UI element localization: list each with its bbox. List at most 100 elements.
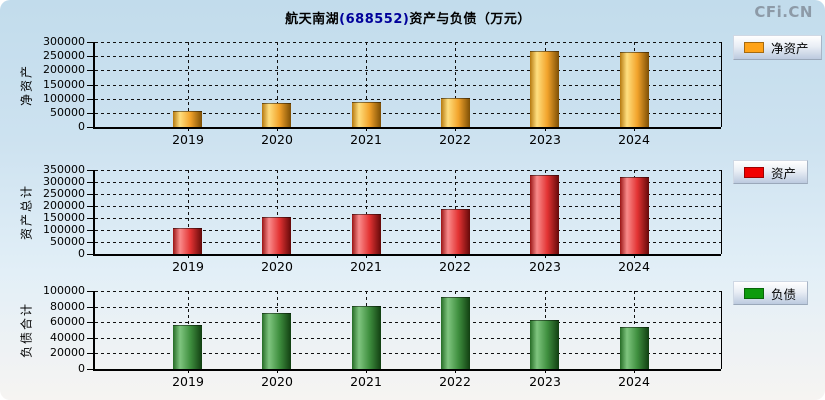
x-tick-label-2023: 2023: [529, 374, 561, 389]
h-gridline: [95, 291, 721, 292]
x-tick-label-2021: 2021: [350, 132, 382, 147]
y-tick-label: 200000: [43, 63, 85, 76]
y-tick-label: 100000: [43, 284, 85, 297]
x-tick-label-2021: 2021: [350, 374, 382, 389]
y-tick-label: 60000: [50, 315, 85, 328]
x-tick-mark: [634, 369, 635, 373]
bar-total-assets-2023: [530, 175, 559, 254]
y-tick-mark: [87, 70, 95, 71]
bar-total-assets-2020: [262, 217, 291, 254]
h-gridline: [95, 56, 721, 57]
y-tick-label: 150000: [43, 78, 85, 91]
bar-total-assets-2019: [173, 228, 202, 254]
y-tick-mark: [87, 170, 95, 171]
legend-net-assets: 净资产: [733, 35, 822, 60]
y-tick-label: 200000: [43, 199, 85, 212]
legend-swatch-total-assets: [744, 166, 764, 178]
x-tick-mark: [455, 254, 456, 258]
legend-swatch-net-assets: [744, 42, 764, 53]
legend-total-assets: 资产: [733, 160, 808, 184]
y-tick-mark: [87, 206, 95, 207]
y-tick-mark: [87, 254, 95, 255]
plot-total-liabilities: [95, 291, 721, 369]
v-gridline: [188, 170, 189, 254]
bar-total-assets-2024: [620, 177, 649, 254]
y-axis: [93, 170, 95, 256]
h-gridline: [95, 242, 721, 243]
bar-net-assets-2023: [530, 51, 559, 127]
x-tick-mark: [277, 127, 278, 131]
x-tick-mark: [188, 369, 189, 373]
x-tick-label-2023: 2023: [529, 132, 561, 147]
h-gridline: [95, 353, 721, 354]
y-axis: [93, 42, 95, 129]
y-tick-label: 0: [78, 120, 85, 133]
x-tick-label-2022: 2022: [439, 374, 471, 389]
y-tick-label: 350000: [43, 163, 85, 176]
y-tick-mark: [87, 42, 95, 43]
x-tick-label-2021: 2021: [350, 259, 382, 274]
y-tick-mark: [87, 99, 95, 100]
y-tick-label: 300000: [43, 175, 85, 188]
bar-net-assets-2022: [441, 98, 470, 127]
plot-right-border: [721, 42, 722, 127]
x-tick-label-2019: 2019: [172, 374, 204, 389]
y-tick-mark: [87, 307, 95, 308]
bar-total-liabilities-2023: [530, 320, 559, 369]
y-tick-label: 100000: [43, 223, 85, 236]
h-gridline: [95, 338, 721, 339]
cfi-logo: CFi.CN: [754, 3, 813, 21]
y-tick-label: 20000: [50, 346, 85, 359]
x-tick-mark: [545, 369, 546, 373]
bar-total-assets-2021: [352, 214, 381, 254]
x-axis: [93, 127, 721, 129]
chart-title-company: 航天南湖: [285, 12, 340, 27]
v-gridline: [188, 42, 189, 127]
y-tick-mark: [87, 113, 95, 114]
plot-right-border: [721, 170, 722, 254]
x-tick-mark: [277, 254, 278, 258]
plot-right-border: [721, 291, 722, 369]
v-gridline: [277, 42, 278, 127]
h-gridline: [95, 218, 721, 219]
y-tick-mark: [87, 194, 95, 195]
y-tick-mark: [87, 369, 95, 370]
y-tick-mark: [87, 56, 95, 57]
y-tick-mark: [87, 218, 95, 219]
x-tick-mark: [277, 369, 278, 373]
y-tick-label: 0: [78, 362, 85, 375]
bar-net-assets-2021: [352, 102, 381, 127]
v-gridline: [277, 170, 278, 254]
y-tick-label: 250000: [43, 187, 85, 200]
x-tick-mark: [366, 254, 367, 258]
y-tick-mark: [87, 322, 95, 323]
bar-total-liabilities-2022: [441, 297, 470, 369]
chart-title-suffix: 资产与负债（万元）: [409, 12, 531, 27]
v-gridline: [455, 42, 456, 127]
bar-total-liabilities-2024: [620, 327, 649, 369]
y-tick-label: 50000: [50, 106, 85, 119]
chart-title: 航天南湖(688552)资产与负债（万元）: [95, 8, 721, 27]
y-tick-mark: [87, 353, 95, 354]
x-tick-label-2019: 2019: [172, 132, 204, 147]
h-gridline: [95, 70, 721, 71]
h-gridline: [95, 170, 721, 171]
v-gridline: [366, 42, 367, 127]
bar-net-assets-2024: [620, 52, 649, 127]
x-tick-label-2024: 2024: [618, 374, 650, 389]
x-tick-mark: [545, 127, 546, 131]
plot-total-assets: [95, 170, 721, 254]
legend-label-total-assets: 资产: [771, 165, 797, 181]
legend-label-net-assets: 净资产: [771, 41, 809, 56]
h-gridline: [95, 206, 721, 207]
bar-total-liabilities-2020: [262, 313, 291, 369]
v-gridline: [366, 170, 367, 254]
y-tick-label: 50000: [50, 235, 85, 248]
plot-net-assets: [95, 42, 721, 127]
y-tick-label: 150000: [43, 211, 85, 224]
y-tick-label: 80000: [50, 300, 85, 313]
bar-total-assets-2022: [441, 209, 470, 254]
chart-title-stock-code: (688552): [339, 12, 410, 27]
x-tick-label-2020: 2020: [261, 374, 293, 389]
